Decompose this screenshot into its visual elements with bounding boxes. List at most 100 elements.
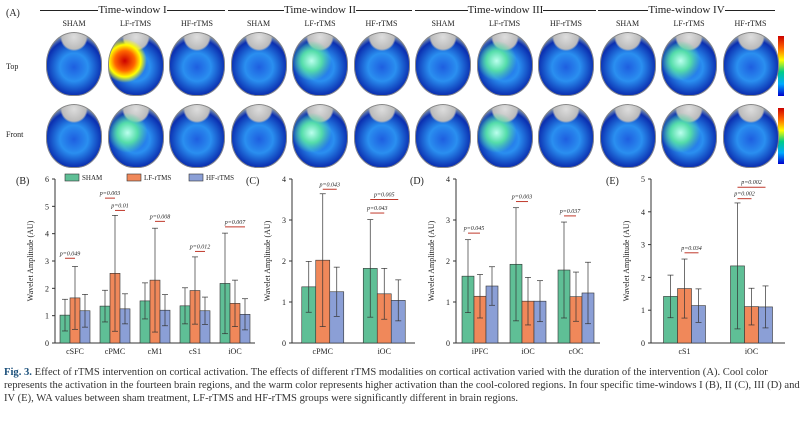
brain-map-front: [169, 104, 225, 168]
brain-map-top: [46, 32, 102, 96]
y-tick-label: 4: [641, 208, 645, 217]
p-value-label: p=0.049: [59, 250, 81, 257]
p-value-label: p=0.003: [99, 191, 121, 197]
y-tick-label: 2: [641, 273, 645, 282]
condition-label: LF-rTMS: [304, 19, 336, 28]
p-value-label: p=0.045: [463, 225, 485, 232]
brain-map-top: [292, 32, 348, 96]
brain-map-top: [538, 32, 594, 96]
category-label: iOC: [378, 347, 391, 356]
category-label: cOC: [569, 347, 584, 356]
brain-map-top: [169, 32, 225, 96]
p-value-label: p=0.037: [559, 209, 582, 215]
legend-swatch: [64, 173, 80, 182]
y-tick-label: 0: [446, 339, 450, 348]
brain-map-top: [353, 32, 410, 96]
legend-label: SHAM: [82, 174, 103, 182]
y-tick-label: 5: [45, 202, 49, 211]
condition-label: SHAM: [615, 19, 640, 28]
panel-label: (D): [410, 176, 424, 187]
y-tick-label: 2: [446, 257, 450, 266]
time-window-header: Time-window II: [228, 4, 413, 16]
legend-label: HF-rTMS: [206, 174, 234, 182]
brain-map-front: [353, 104, 410, 168]
y-axis-label: Wavelet Amplitude (AU): [263, 220, 272, 301]
brain-map-front: [230, 104, 287, 168]
condition-label: SHAM: [62, 19, 86, 28]
category-label: cSFC: [66, 347, 84, 356]
brain-map-front: [476, 104, 533, 168]
p-value-label: p=0.007: [224, 220, 247, 226]
y-tick-label: 4: [45, 230, 49, 239]
p-value-label: p=0.01: [110, 203, 129, 209]
p-value-label: p=0.002: [733, 192, 755, 198]
p-value-label: p=0.043: [318, 181, 340, 188]
legend-swatch: [188, 173, 204, 182]
brain-map-front: [292, 104, 348, 168]
bar-charts: (B) 0 1 2 3 4 5 6 Wavelet Amplitude (AU) cSFC p=0.…: [16, 173, 785, 356]
brain-map-front: [538, 104, 594, 168]
y-tick-label: 0: [45, 339, 49, 348]
time-window-header: Time-window III: [415, 4, 596, 16]
brain-map-front: [722, 104, 779, 168]
legend-swatch: [126, 173, 142, 182]
panel-label: (B): [16, 176, 29, 187]
caption-text: Effect of rTMS intervention on cortical …: [4, 367, 800, 404]
y-tick-label: 4: [282, 175, 286, 184]
p-value-label: p=0.012: [189, 244, 211, 250]
p-value-label: p=0.008: [149, 214, 171, 220]
category-label: iOC: [228, 347, 241, 356]
category-label: iOC: [745, 347, 758, 356]
y-tick-label: 3: [641, 241, 645, 250]
y-tick-label: 3: [282, 216, 286, 225]
brain-map-top: [230, 32, 287, 96]
brain-map-top: [415, 32, 471, 96]
category-label: cPMC: [313, 347, 333, 356]
time-window-label: Time-window I: [98, 4, 167, 16]
y-tick-label: 3: [446, 216, 450, 225]
time-window-header: Time-window IV: [598, 4, 776, 16]
brain-map-front: [415, 104, 471, 168]
y-tick-label: 5: [641, 175, 645, 184]
p-value-label: p=0.005: [373, 193, 395, 199]
y-tick-label: 0: [282, 339, 286, 348]
y-tick-label: 2: [45, 284, 49, 293]
time-window-header: Time-window I: [40, 4, 226, 16]
category-label: cS1: [679, 347, 691, 356]
brain-map-top: [722, 32, 779, 96]
figure-caption: Fig. 3. Effect of rTMS intervention on c…: [4, 366, 804, 405]
y-axis-label: Wavelet Amplitude (AU): [427, 220, 436, 301]
y-tick-label: 1: [45, 312, 49, 321]
p-value-label: p=0.002: [740, 180, 762, 186]
brain-map-top: [661, 32, 717, 96]
category-label: cS1: [189, 347, 201, 356]
brain-map-top: [107, 32, 164, 96]
brain-map-front: [107, 104, 164, 168]
category-label: cM1: [148, 347, 163, 356]
y-axis-label: Wavelet Amplitude (AU): [622, 220, 631, 301]
condition-label: SHAM: [246, 19, 271, 28]
caption-label: Fig. 3.: [4, 367, 32, 378]
row-label-front: Front: [6, 130, 24, 139]
legend-label: LF-rTMS: [144, 174, 171, 182]
y-tick-label: 6: [45, 175, 49, 184]
time-window-label: Time-window III: [467, 4, 544, 16]
y-tick-label: 1: [641, 306, 645, 315]
y-tick-label: 0: [641, 339, 645, 348]
panel-label: (E): [606, 176, 619, 187]
panel-a-label: (A): [6, 8, 20, 19]
y-tick-label: 2: [282, 257, 286, 266]
y-tick-label: 4: [446, 175, 450, 184]
time-window-label: Time-window II: [284, 4, 357, 16]
condition-label: LF-rTMS: [119, 19, 152, 28]
brain-map-front: [599, 104, 656, 168]
condition-label: LF-rTMS: [488, 19, 521, 28]
brain-map-front: [661, 104, 717, 168]
y-tick-label: 3: [45, 257, 49, 266]
category-label: cPMC: [105, 347, 125, 356]
condition-label: HF-rTMS: [549, 19, 582, 28]
brain-map-top: [476, 32, 533, 96]
panel-a-brain-maps: (A) Top Front Time-window I Time-window I…: [0, 0, 808, 170]
condition-label: HF-rTMS: [180, 19, 213, 28]
condition-label: HF-rTMS: [365, 19, 398, 28]
